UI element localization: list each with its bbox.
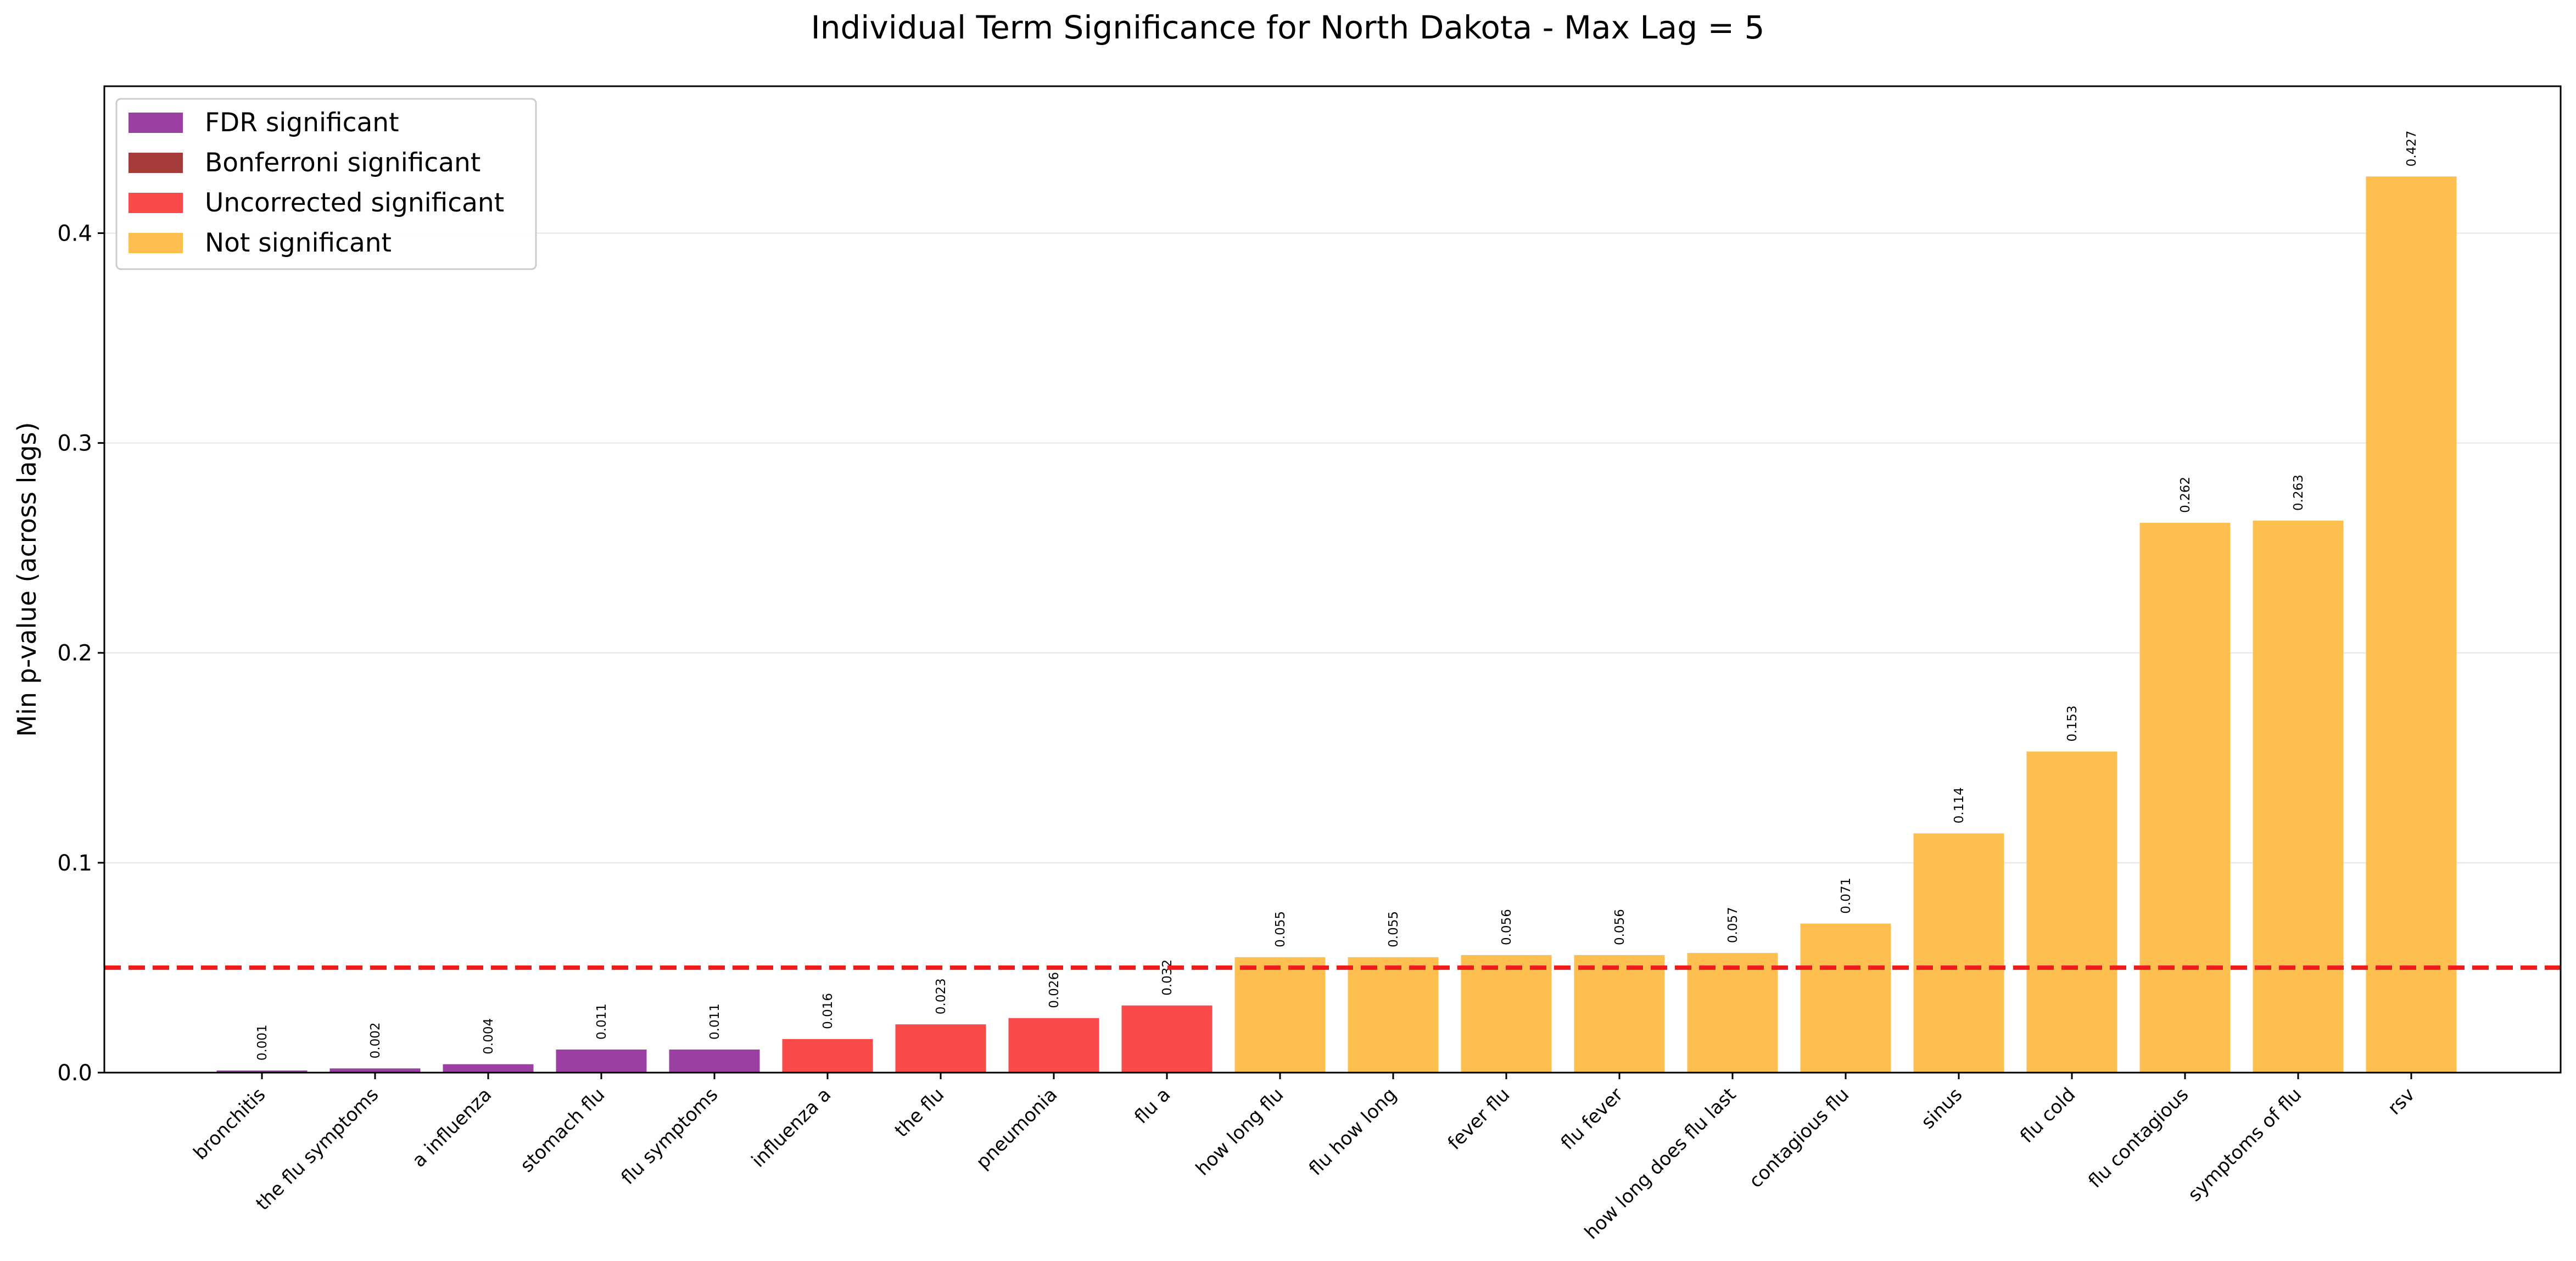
chart-title: Individual Term Significance for North D… [811,9,1765,46]
y-tick-label: 0.3 [57,431,92,456]
legend-swatch [128,233,183,253]
bar-value-label: 0.001 [255,1024,270,1061]
bar [2139,522,2231,1073]
bar [1008,1018,1099,1073]
bar [1234,957,1326,1073]
bar [443,1064,534,1073]
bar [1574,955,1665,1073]
bar-value-label: 0.032 [1160,959,1175,996]
bar-value-label: 0.016 [821,993,835,1029]
bar-value-label: 0.002 [368,1022,383,1058]
bar [329,1068,421,1073]
bar-value-label: 0.023 [934,978,948,1014]
bar [1800,923,1891,1073]
bar-value-label: 0.056 [1613,909,1627,945]
bar [1461,955,1552,1073]
bar-value-label: 0.056 [1500,909,1514,945]
legend-box [115,98,537,270]
bar-value-label: 0.263 [2292,475,2306,511]
bar-value-label: 0.026 [1047,972,1061,1008]
value-labels: 0.001 0.002 0.004 0.011 0.011 0.016 0.023 0.026… [255,130,2419,1061]
bar [669,1049,760,1073]
y-axis: 0.0 0.1 0.2 0.3 0.4 [57,221,104,1086]
y-axis-title: Min p-value (across lags) [12,422,42,736]
bar-value-label: 0.004 [482,1018,496,1054]
bar-value-label: 0.055 [1273,911,1288,947]
bar-value-label: 0.262 [2178,477,2193,513]
bars [216,176,2457,1073]
y-tick-label: 0.2 [57,641,92,666]
legend: FDR significant Bonferroni significant Unc… [115,98,537,270]
bar [1348,957,1439,1073]
bar-value-label: 0.071 [1839,878,1853,914]
legend-swatch [128,153,183,173]
plot-frame [103,85,2562,1074]
bar-value-label: 0.011 [595,1003,609,1040]
bar [1121,1005,1212,1073]
bar-value-label: 0.153 [2065,705,2080,741]
legend-label: Not significant [205,228,392,258]
legend-label: Bonferroni significant [205,148,480,178]
bar [782,1039,873,1073]
legend-swatch [128,113,183,133]
bar-value-label: 0.057 [1726,907,1740,943]
bar [895,1024,986,1073]
bar-value-label: 0.055 [1387,911,1401,947]
bar-value-label: 0.427 [2405,130,2419,166]
y-tick-label: 0.1 [57,851,92,876]
legend-label: FDR significant [205,108,399,138]
bar [1913,833,2004,1073]
y-tick-label: 0.0 [57,1061,92,1086]
bar [1687,953,1778,1073]
legend-swatch [128,193,183,213]
bar-value-label: 0.114 [1952,788,1966,824]
bar [2026,751,2117,1073]
bar [556,1049,647,1073]
bar [2253,521,2344,1073]
bar [216,1070,308,1073]
bar-value-label: 0.011 [708,1003,722,1040]
y-tick-label: 0.4 [57,221,92,246]
bar [2366,176,2457,1073]
legend-label: Uncorrected significant [205,188,504,218]
